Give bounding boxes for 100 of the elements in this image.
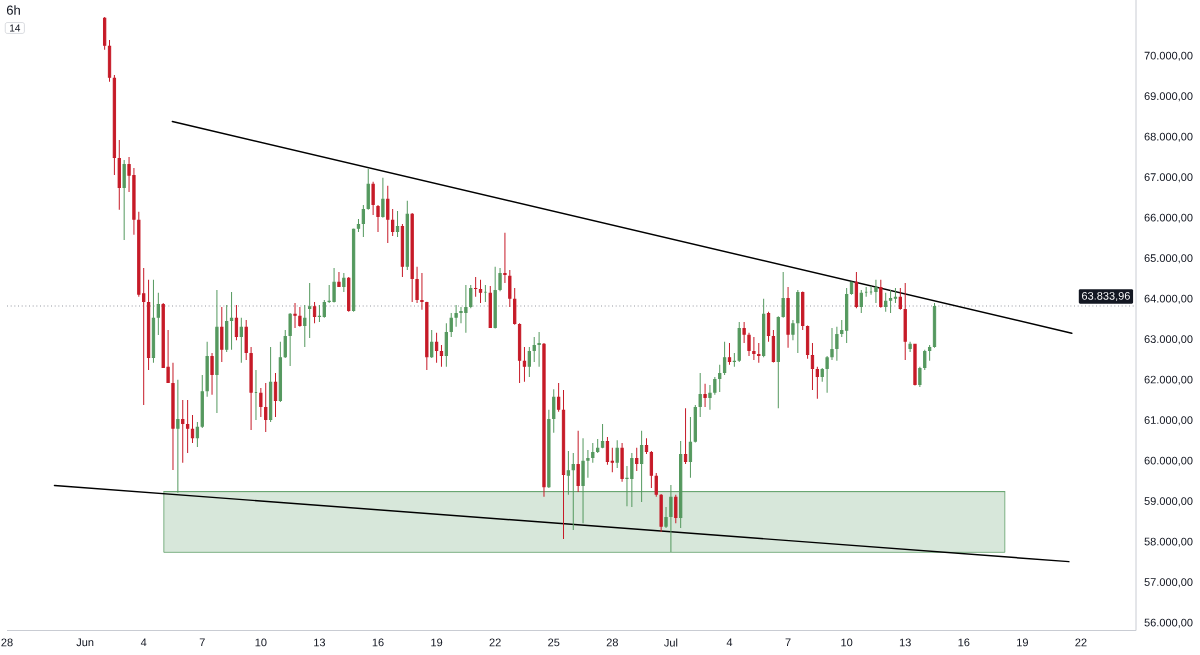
candlestick: [796, 289, 800, 354]
x-tick-label: 28: [1, 638, 13, 647]
candlestick: [239, 317, 243, 364]
candlestick: [366, 168, 370, 211]
y-tick-label: 60.000,00: [1144, 456, 1193, 466]
candlestick: [117, 139, 121, 211]
x-tick-label: 13: [314, 638, 326, 647]
candlestick: [190, 414, 195, 444]
candlestick: [552, 388, 556, 434]
candlestick: [537, 331, 541, 368]
candlestick: [473, 276, 478, 298]
candlestick: [776, 315, 780, 409]
candlestick: [420, 272, 424, 311]
candlestick: [449, 312, 453, 338]
candlestick: [747, 332, 751, 357]
candlestick: [293, 302, 297, 329]
candlestick: [835, 326, 839, 362]
candlestick: [781, 271, 785, 319]
candlestick: [268, 346, 273, 423]
candlestick: [820, 367, 824, 383]
candlestick: [884, 292, 888, 313]
candlestick: [122, 159, 126, 241]
candlestick: [757, 342, 761, 364]
candlestick: [425, 301, 429, 371]
candlestick: [215, 289, 219, 414]
candlestick: [498, 267, 502, 292]
candlestick: [908, 341, 912, 353]
y-tick-label: 58.000,00: [1144, 537, 1193, 547]
candlestick: [493, 266, 497, 329]
candlestick: [342, 272, 346, 293]
candlestick: [879, 279, 883, 309]
candlestick: [722, 341, 727, 376]
y-tick-label: 69.000,00: [1144, 92, 1193, 102]
x-tick-label: 16: [958, 638, 970, 647]
candlestick: [478, 279, 483, 304]
candlestick: [561, 389, 566, 540]
candlestick: [737, 321, 741, 363]
candlestick: [410, 212, 414, 303]
y-tick-label: 56.000,00: [1144, 618, 1193, 628]
y-tick-label: 59.000,00: [1144, 497, 1193, 507]
candlestick: [298, 306, 302, 328]
candlestick: [229, 291, 234, 351]
candlestick: [703, 383, 707, 408]
candlestick: [386, 185, 390, 244]
x-tick-label: 28: [606, 638, 618, 647]
candlestick: [503, 232, 507, 284]
candlestick: [610, 447, 614, 473]
candlestick: [786, 286, 790, 349]
x-tick-label: 13: [899, 638, 911, 647]
candlestick: [815, 366, 820, 400]
candlestick: [547, 409, 551, 489]
candlestick: [874, 279, 878, 304]
y-tick-label: 63.000,00: [1144, 335, 1193, 345]
candlestick: [483, 284, 488, 303]
y-tick-label: 67.000,00: [1144, 173, 1193, 183]
candlestick: [273, 372, 278, 418]
y-tick-label: 68.000,00: [1144, 132, 1193, 142]
candlestick: [825, 355, 829, 394]
candlestick: [600, 423, 605, 449]
candlestick: [337, 271, 341, 288]
candlestick: [752, 336, 756, 361]
candlestick: [195, 421, 200, 448]
x-tick-label: 19: [1017, 638, 1028, 647]
candlestick: [586, 449, 590, 479]
y-tick-label: 64.000,00: [1144, 294, 1193, 304]
candlestick: [220, 306, 224, 363]
candlestick: [888, 289, 893, 314]
candlestick: [718, 364, 722, 393]
candlestick: [361, 204, 366, 238]
candlestick: [654, 472, 658, 498]
candlestick: [659, 493, 663, 533]
candlestick: [801, 291, 805, 331]
y-tick-label: 65.000,00: [1144, 254, 1193, 264]
candlestick: [556, 382, 561, 413]
candlestick: [923, 349, 927, 371]
candlestick: [532, 336, 536, 363]
candlestick: [434, 332, 439, 364]
candlestick: [688, 416, 693, 479]
candlestick: [200, 374, 204, 429]
candlestick: [317, 304, 322, 323]
candlestick: [303, 304, 307, 348]
candlestick: [869, 285, 873, 296]
candlestick: [918, 366, 922, 388]
x-tick-label: 7: [785, 638, 791, 647]
candlestick: [185, 399, 190, 454]
candlestick: [312, 301, 317, 324]
candlestick: [381, 177, 385, 219]
x-tick-label: 22: [1075, 638, 1087, 647]
candlestick: [903, 282, 907, 361]
candlestick: [205, 341, 209, 398]
x-tick-label: 10: [255, 638, 267, 647]
y-tick-label: 66.000,00: [1144, 213, 1193, 223]
candlestick: [732, 352, 737, 368]
candlestick: [508, 269, 512, 308]
x-tick-label: Jul: [664, 638, 678, 647]
candlestick: [898, 287, 902, 311]
candlestick: [283, 329, 287, 359]
candlestick: [444, 322, 449, 368]
candlestick: [830, 327, 834, 361]
candlestick: [395, 210, 400, 238]
